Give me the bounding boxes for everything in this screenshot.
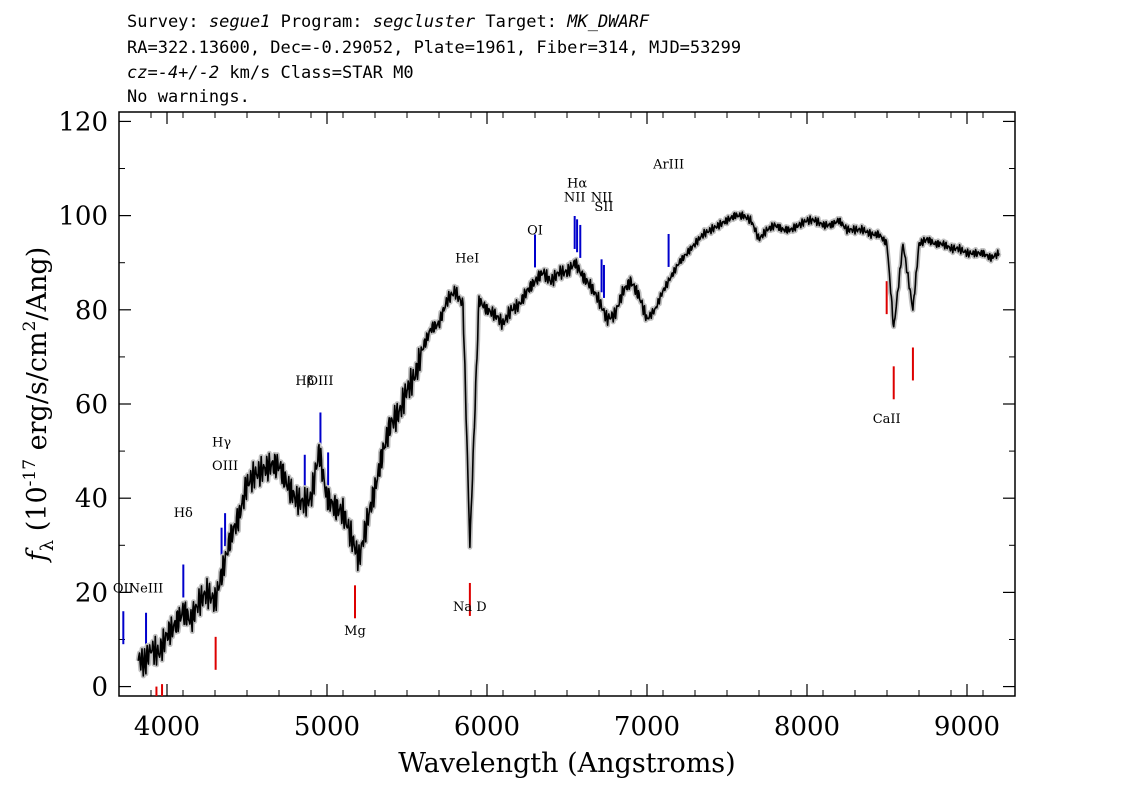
program-label: Program: [280,12,363,32]
header-line-2: RA=322.13600, Dec=-0.29052, Plate=1961, … [127,38,742,58]
emission-line-label: OII [113,581,134,596]
x-axis-label: Wavelength (Angstroms) [398,748,735,779]
redshift-value: cz=-4+/-2 [127,63,220,83]
line-markers: OIINeIIIHδHγOIIIHβOIIIHeIOINIIHαNIISIIAr… [113,158,914,696]
absorption-line-label: Mg [344,624,366,639]
emission-line-label: ArIII [652,158,684,173]
target-value: MK_DWARF [567,12,650,32]
emission-line-label: NII [564,190,586,205]
emission-line-label: Hδ [174,506,193,521]
spectrum-line [137,211,1000,677]
absorption-line-label: Na D [453,600,487,615]
y-tick-label: 40 [75,484,108,514]
axis-ticks: 4000 5000 6000 7000 8000 9000 0 20 40 60 80 100 120 [58,107,1016,742]
error-band [135,209,1002,679]
absorption-line-label: CaII [873,412,901,427]
y-tick-label: 20 [75,578,108,608]
y-tick-label: 120 [58,107,108,137]
emission-line-label: OIII [307,374,333,389]
y-tick-label: 80 [75,296,108,326]
x-tick-label: 5000 [294,712,360,742]
emission-line-label: OI [527,223,543,238]
emission-line-label: Hα [567,176,587,191]
y-tick-label: 60 [75,390,108,420]
emission-line-label: NeIII [129,581,163,596]
y-tick-label: 0 [91,673,108,703]
emission-line-label: Hγ [212,435,231,450]
x-tick-label: 4000 [134,712,200,742]
y-tick-label: 100 [58,202,108,232]
emission-line-label: Hβ [295,374,314,389]
emission-line-label: HeI [455,252,479,267]
emission-line-label: OIII [212,459,238,474]
header-line-4: No warnings. [127,87,250,107]
survey-label: Survey: [127,12,199,32]
target-label: Target: [485,12,557,32]
emission-line-label: SII [594,200,613,215]
y-axis-label: fλ (10-17 erg/s/cm2/Ang) [20,247,58,563]
x-tick-label: 9000 [934,712,1000,742]
emission-line-label: NII [591,190,613,205]
x-tick-label: 8000 [774,712,840,742]
header-line-1: Survey: segue1 Program: segcluster Targe… [127,12,649,32]
spectrum-data [135,209,1002,679]
class-info: km/s Class=STAR M0 [229,63,414,83]
header-line-3: cz=-4+/-2 km/s Class=STAR M0 [127,63,414,83]
survey-value: segue1 [208,12,271,32]
x-tick-label: 6000 [454,712,520,742]
program-value: segcluster [372,12,476,32]
x-tick-label: 7000 [614,712,680,742]
